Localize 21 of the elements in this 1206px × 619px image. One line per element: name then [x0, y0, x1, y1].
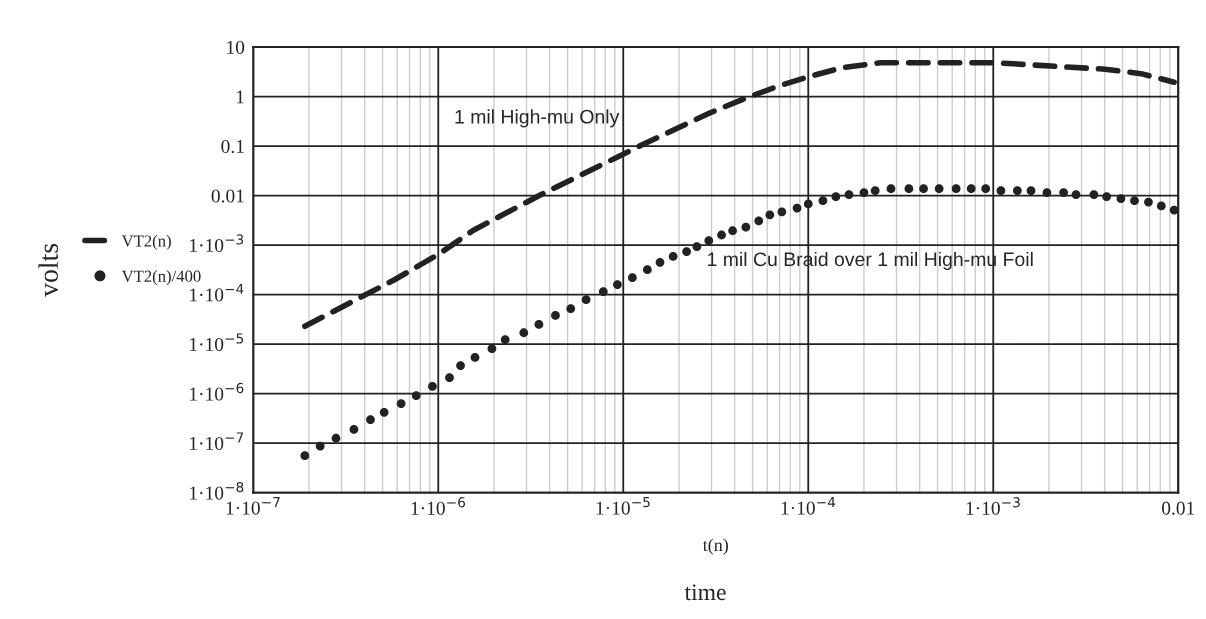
y-axis-title: volts: [38, 243, 58, 297]
y-tick-label: 1·10$^{−6}$: [190, 382, 244, 401]
y-tick-label: 10: [227, 40, 245, 54]
legend-label: VT2(n)/400: [121, 270, 201, 286]
text: time: [684, 584, 726, 601]
x-tick-label: 1·10$^{−3}$: [966, 497, 1020, 515]
y-tick-label: 1·10$^{−8}$: [190, 481, 244, 500]
y-tick-label: 1·10$^{−3}$: [190, 234, 244, 253]
x-tick-label: 1·10$^{−6}$: [411, 497, 465, 515]
y-tick-label: 0.01: [211, 189, 244, 203]
x-tick-label: 1·10$^{−4}$: [781, 497, 836, 515]
y-tick-label: 0.1: [221, 139, 244, 154]
y-tick-label: 1·10$^{−7}$: [190, 432, 244, 451]
y-tick-label: 1·10$^{−5}$: [190, 333, 244, 351]
y-tick-label: 1·10$^{−4}$: [190, 283, 244, 302]
annotation: 1 mil High-mu Only: [455, 109, 620, 128]
x-tick-label: 1·10$^{−5}$: [596, 497, 650, 515]
y-tick-label: 1: [236, 90, 244, 104]
legend-label: VT2(n): [121, 234, 171, 250]
x-tick-label: 0.01: [1161, 501, 1195, 515]
x-axis-title: t(n): [702, 538, 728, 555]
